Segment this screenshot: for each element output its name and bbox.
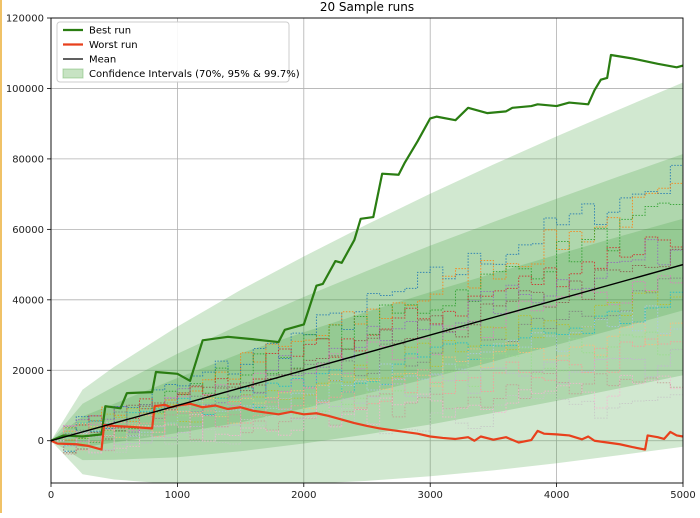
x-tick-label: 3000 <box>417 490 442 501</box>
plot-area: 0 1000 2000 3000 4000 5000 0 20000 40000 60000 800… <box>6 14 696 502</box>
x-tick-label: 0 <box>48 490 54 501</box>
legend-swatch-patch <box>62 68 84 79</box>
sample-run-line <box>51 349 683 451</box>
legend-label: Worst run <box>89 40 138 51</box>
series-line-best-run <box>51 53 683 442</box>
x-tick-label: 5000 <box>670 490 695 501</box>
y-tick-label: 60000 <box>12 225 44 236</box>
legend-label: Best run <box>89 26 131 37</box>
plot-content <box>51 53 683 483</box>
sample-run-line <box>51 334 683 451</box>
legend-box <box>56 21 290 83</box>
y-tick-label: 40000 <box>12 295 44 306</box>
sample-run-line <box>51 177 683 442</box>
y-tick-label: 20000 <box>12 366 44 377</box>
sample-run-line <box>51 393 683 455</box>
confidence-band-997 <box>51 82 683 483</box>
plot-frame <box>50 17 684 484</box>
series-line-worst-run <box>51 402 683 451</box>
legend: Best run Worst run Mean Confidence Interval… <box>56 21 300 83</box>
sample-run-line <box>51 322 683 442</box>
x-tick-label: 1000 <box>165 490 190 501</box>
x-tick-label: 2000 <box>291 490 316 501</box>
sample-run-line <box>51 371 683 455</box>
legend-label: Confidence Intervals (70%, 95% & 99.7%) <box>89 69 300 80</box>
series-line-mean <box>51 263 683 442</box>
x-tick-label: 4000 <box>544 490 569 501</box>
y-tick-label: 120000 <box>6 14 44 25</box>
sample-run-line <box>51 275 683 442</box>
y-tick-label: 100000 <box>6 84 44 95</box>
sample-run-line <box>51 164 683 452</box>
legend-label: Mean <box>89 55 116 66</box>
sample-run-line <box>51 374 683 453</box>
sample-run-line <box>51 248 683 454</box>
y-tick-label: 80000 <box>12 154 44 165</box>
chart-title: 20 Sample runs <box>320 0 414 14</box>
y-tick-label: 0 <box>38 436 44 447</box>
